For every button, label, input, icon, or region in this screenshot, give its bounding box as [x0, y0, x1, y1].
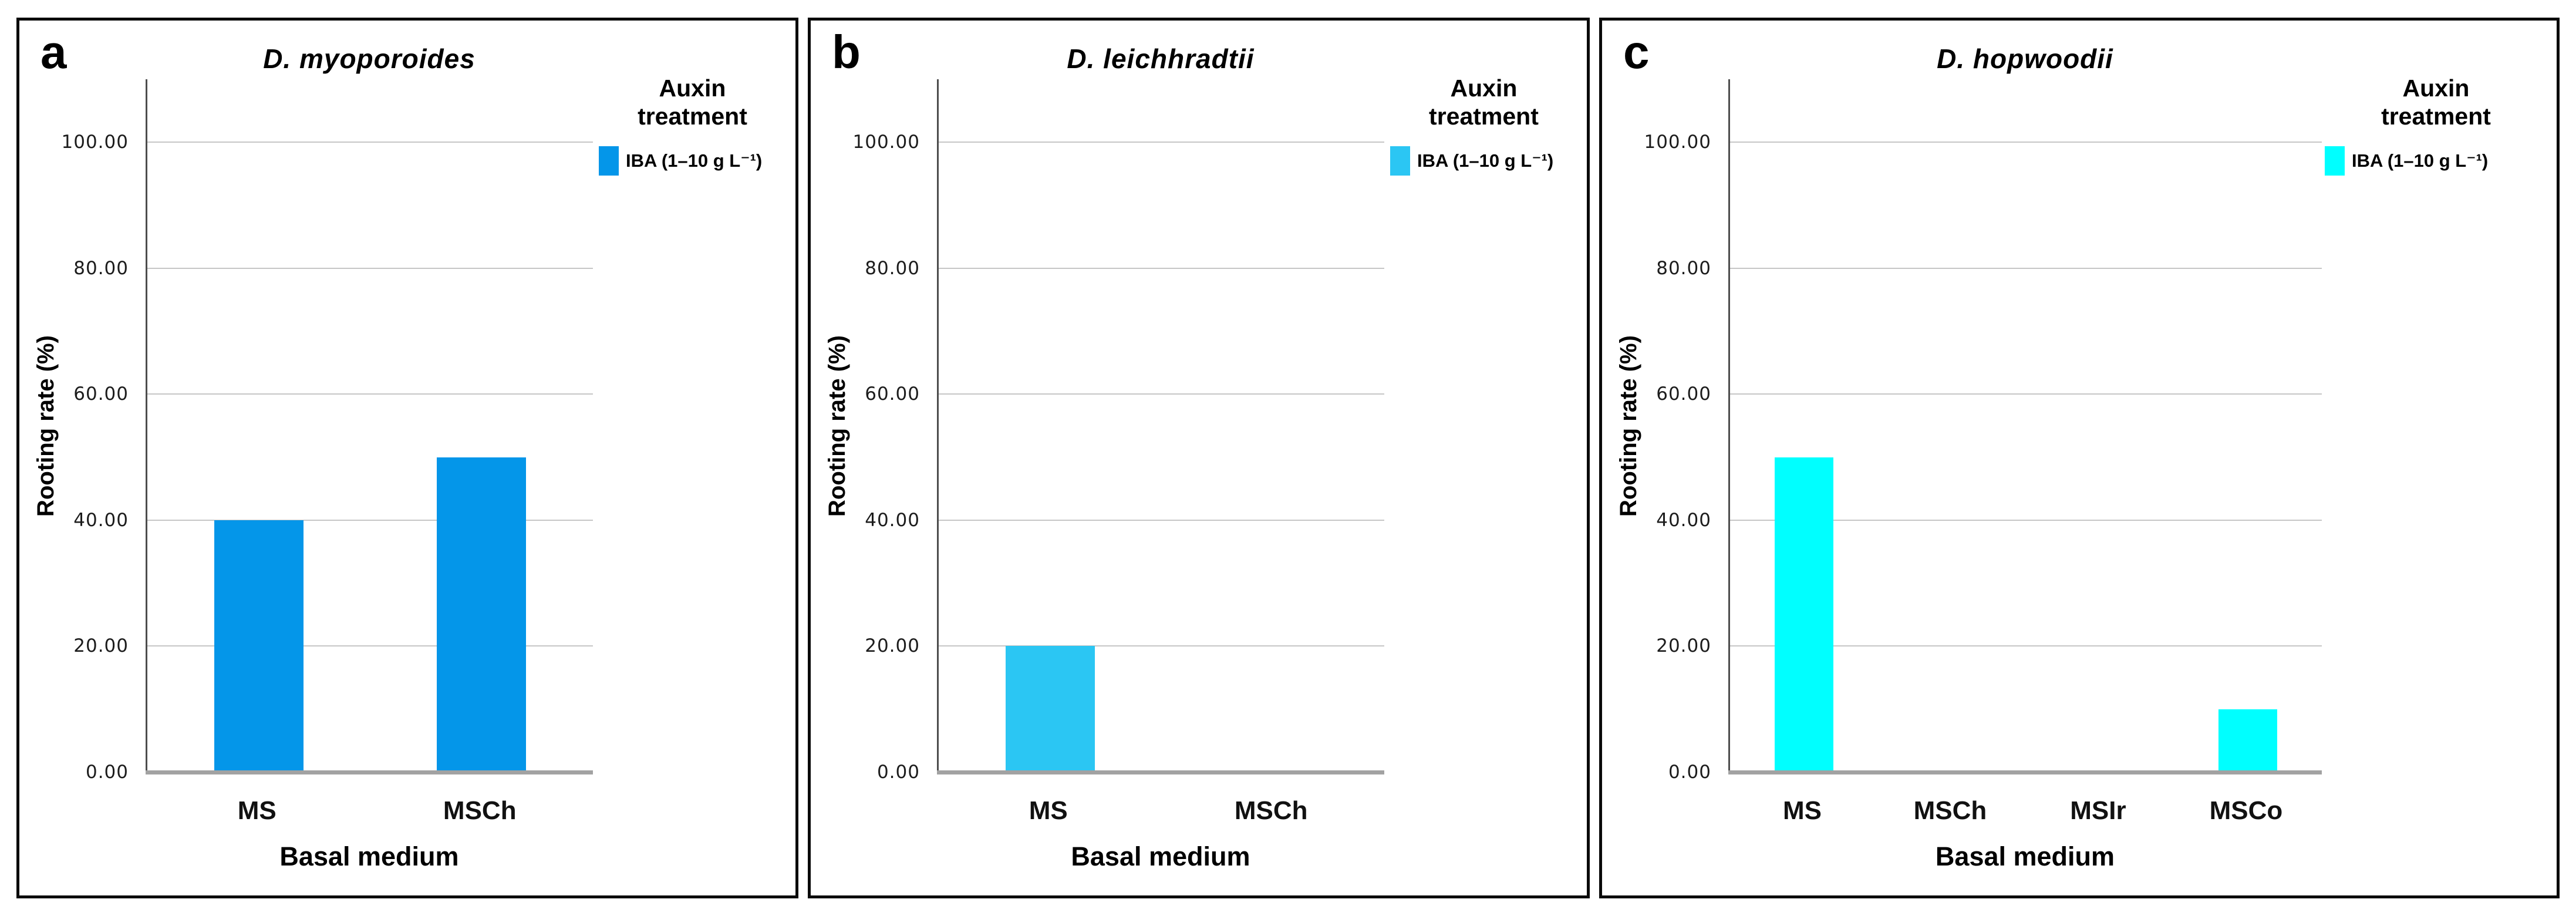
legend-item-label: IBA (1–10 g L⁻¹) [625, 150, 763, 171]
plot-area [936, 79, 1384, 774]
legend-item: IBA (1–10 g L⁻¹) [594, 146, 791, 176]
panel-letter: a [41, 26, 67, 78]
legend-color-swatch [598, 146, 619, 176]
bar-ms [1005, 646, 1095, 772]
y-tick-label: 0.00 [1668, 762, 1711, 783]
x-axis-ticks: MS MSCh MSIr MSCo [1728, 786, 2322, 825]
x-axis-label: Basal medium [1071, 841, 1250, 871]
x-axis-label: Basal medium [1935, 841, 2115, 871]
legend: Auxin treatment IBA (1–10 g L⁻¹) [2320, 75, 2552, 176]
y-tick-label: 100.00 [852, 132, 920, 153]
y-tick-label: 40.00 [865, 509, 920, 531]
gridline-80 [147, 267, 593, 269]
chart-title: D. myoporoides [263, 43, 476, 74]
panel-b: b D. leichhradtii Rooting rate (%) 0.00 2… [807, 18, 1590, 898]
x-tick-label-msch: MSCh [1913, 796, 1987, 825]
x-tick-label-msch: MSCh [1234, 796, 1308, 825]
legend: Auxin treatment IBA (1–10 g L⁻¹) [594, 75, 791, 176]
y-tick-label: 100.00 [1644, 132, 1711, 153]
y-tick-label: 80.00 [73, 257, 129, 279]
y-tick-label: 0.00 [85, 762, 129, 783]
gridline-60 [938, 393, 1384, 395]
y-tick-label: 40.00 [1656, 509, 1711, 531]
legend-item-label: IBA (1–10 g L⁻¹) [1417, 150, 1554, 171]
plot-area [1728, 79, 2322, 774]
legend-item: IBA (1–10 g L⁻¹) [1385, 146, 1582, 176]
panel-letter: b [831, 26, 861, 78]
gridline-60 [147, 393, 593, 395]
y-tick-label: 20.00 [1656, 635, 1711, 657]
x-tick-label-msco: MSCo [2209, 796, 2283, 825]
bar-ms [214, 520, 304, 772]
gridline-20 [938, 645, 1384, 647]
legend-color-swatch [1390, 146, 1410, 176]
y-tick-label: 80.00 [865, 257, 920, 279]
chart-title: D. leichhradtii [1067, 43, 1255, 74]
y-tick-label: 40.00 [73, 509, 129, 531]
bar-msch [437, 457, 527, 772]
y-tick-label: 80.00 [1656, 257, 1711, 279]
x-tick-label-ms: MS [237, 796, 277, 825]
legend-title: Auxin treatment [638, 75, 747, 130]
gridline-80 [938, 267, 1384, 269]
legend-title: Auxin treatment [2381, 75, 2491, 130]
y-tick-label: 60.00 [1656, 383, 1711, 405]
y-tick-label: 60.00 [73, 383, 129, 405]
panel-a: a D. myoporoides Rooting rate (%) 0.00 20… [16, 18, 798, 898]
x-axis-label: Basal medium [279, 841, 459, 871]
gridline-40 [1729, 519, 2322, 521]
panel-c: c D. hopwoodii Rooting rate (%) 0.00 20.0… [1599, 18, 2560, 898]
gridline-20 [147, 645, 593, 647]
bar-ms [1774, 457, 1834, 772]
bar-msco [2218, 709, 2278, 772]
gridline-40 [938, 519, 1384, 521]
legend-title: Auxin treatment [1429, 75, 1539, 130]
x-axis-ticks: MS MSCh [937, 786, 1384, 825]
x-tick-label-ms: MS [1029, 796, 1068, 825]
plot-area [146, 79, 593, 774]
y-tick-label: 100.00 [61, 132, 129, 153]
gridline-40 [147, 519, 593, 521]
y-tick-label: 60.00 [865, 383, 920, 405]
legend-color-swatch [2325, 146, 2345, 176]
y-tick-label: 0.00 [876, 762, 920, 783]
legend-item-label: IBA (1–10 g L⁻¹) [2352, 150, 2489, 171]
y-axis-ticks: 0.00 20.00 40.00 60.00 80.00 100.00 [19, 79, 137, 783]
x-tick-label-ms: MS [1782, 796, 1822, 825]
x-tick-label-msir: MSIr [2070, 796, 2126, 825]
chart-title: D. hopwoodii [1937, 43, 2113, 74]
gridline-100 [147, 142, 593, 143]
y-tick-label: 20.00 [73, 635, 129, 657]
gridline-60 [1729, 393, 2322, 395]
x-tick-label-msch: MSCh [443, 796, 517, 825]
gridline-20 [1729, 645, 2322, 647]
legend: Auxin treatment IBA (1–10 g L⁻¹) [1385, 75, 1582, 176]
gridline-100 [1729, 142, 2322, 143]
gridline-80 [1729, 267, 2322, 269]
y-axis-ticks: 0.00 20.00 40.00 60.00 80.00 100.00 [811, 79, 928, 783]
y-axis-ticks: 0.00 20.00 40.00 60.00 80.00 100.00 [1602, 79, 1719, 783]
panel-letter: c [1623, 26, 1650, 78]
y-tick-label: 20.00 [865, 635, 920, 657]
legend-item: IBA (1–10 g L⁻¹) [2320, 146, 2552, 176]
gridline-100 [938, 142, 1384, 143]
x-axis-ticks: MS MSCh [146, 786, 593, 825]
